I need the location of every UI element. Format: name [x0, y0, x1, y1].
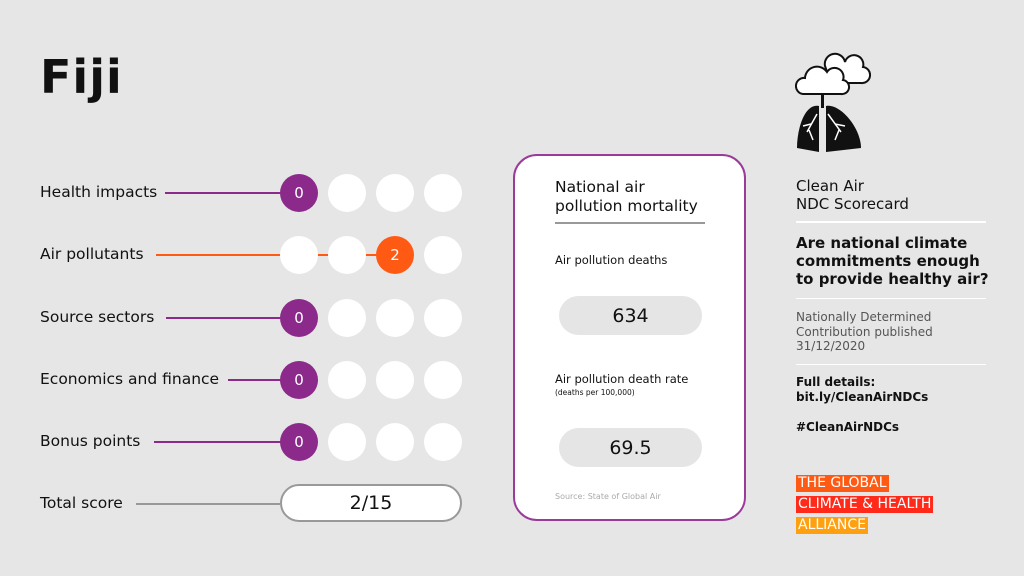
- total-score-value: 2/15: [280, 484, 462, 522]
- score-slot: [328, 299, 366, 337]
- score-row: Air pollutants 2: [40, 235, 470, 275]
- details-label: Full details:: [796, 375, 876, 389]
- rate-value: 69.5: [559, 428, 702, 467]
- heading-line-2: NDC Scorecard: [796, 195, 909, 213]
- category-connector: [165, 192, 299, 194]
- rate-sublabel: (deaths per 100,000): [555, 388, 635, 397]
- score-slot: [424, 174, 462, 212]
- heading-line-1: Clean Air: [796, 177, 864, 195]
- score-slot: [376, 299, 414, 337]
- category-connector: [228, 379, 299, 381]
- country-title: Fiji: [40, 50, 123, 104]
- mortality-card: National air pollution mortality Air pol…: [513, 154, 746, 521]
- deaths-value: 634: [559, 296, 702, 335]
- card-title: National air pollution mortality: [555, 178, 698, 215]
- score-slot: [424, 423, 462, 461]
- score-slot: [424, 361, 462, 399]
- score-slot: [328, 423, 366, 461]
- hashtag[interactable]: #CleanAirNDCs: [796, 420, 900, 434]
- logo-line-1: THE GLOBAL: [796, 475, 889, 492]
- source-note: Source: State of Global Air: [555, 492, 661, 501]
- divider: [796, 298, 986, 299]
- logo-line-2: CLIMATE & HEALTH: [796, 496, 934, 513]
- score-row: Bonus points 0: [40, 422, 470, 462]
- total-connector: [136, 503, 280, 505]
- divider: [796, 364, 986, 365]
- scorecard-heading: Clean Air NDC Scorecard: [796, 177, 909, 213]
- score-marker: 0: [280, 299, 318, 337]
- score-slot: [424, 299, 462, 337]
- category-connector: [166, 317, 299, 319]
- score-row: Health impacts 0: [40, 173, 470, 213]
- score-slot: [376, 423, 414, 461]
- total-score-row: Total score: [40, 484, 470, 524]
- score-marker: 2: [376, 236, 414, 274]
- score-slot: [424, 236, 462, 274]
- score-row: Source sectors 0: [40, 298, 470, 338]
- score-marker: 0: [280, 423, 318, 461]
- rate-label: Air pollution death rate: [555, 372, 689, 386]
- divider: [796, 221, 986, 223]
- card-divider: [555, 222, 705, 224]
- score-slot: [328, 174, 366, 212]
- category-connector: [156, 254, 395, 256]
- score-slot: [280, 236, 318, 274]
- score-marker: 0: [280, 174, 318, 212]
- score-marker: 0: [280, 361, 318, 399]
- logo-line-3: ALLIANCE: [796, 517, 868, 534]
- total-score-label: Total score: [40, 494, 123, 512]
- score-row: Economics and finance 0: [40, 360, 470, 400]
- cloud-lungs-icon: [795, 52, 871, 152]
- score-slot: [376, 174, 414, 212]
- score-slot: [328, 236, 366, 274]
- details-link[interactable]: bit.ly/CleanAirNDCs: [796, 390, 929, 404]
- category-label: Air pollutants: [40, 245, 144, 263]
- category-label: Bonus points: [40, 432, 141, 450]
- score-slot: [328, 361, 366, 399]
- category-label: Source sectors: [40, 308, 155, 326]
- published-note: Nationally Determined Contribution publi…: [796, 310, 933, 353]
- scorecard-question: Are national climate commitments enough …: [796, 234, 989, 288]
- deaths-label: Air pollution deaths: [555, 253, 668, 267]
- category-label: Economics and finance: [40, 370, 220, 388]
- category-connector: [154, 441, 299, 443]
- score-slot: [376, 361, 414, 399]
- alliance-logo: THE GLOBAL CLIMATE & HEALTH ALLIANCE: [796, 472, 976, 535]
- category-label: Health impacts: [40, 183, 158, 201]
